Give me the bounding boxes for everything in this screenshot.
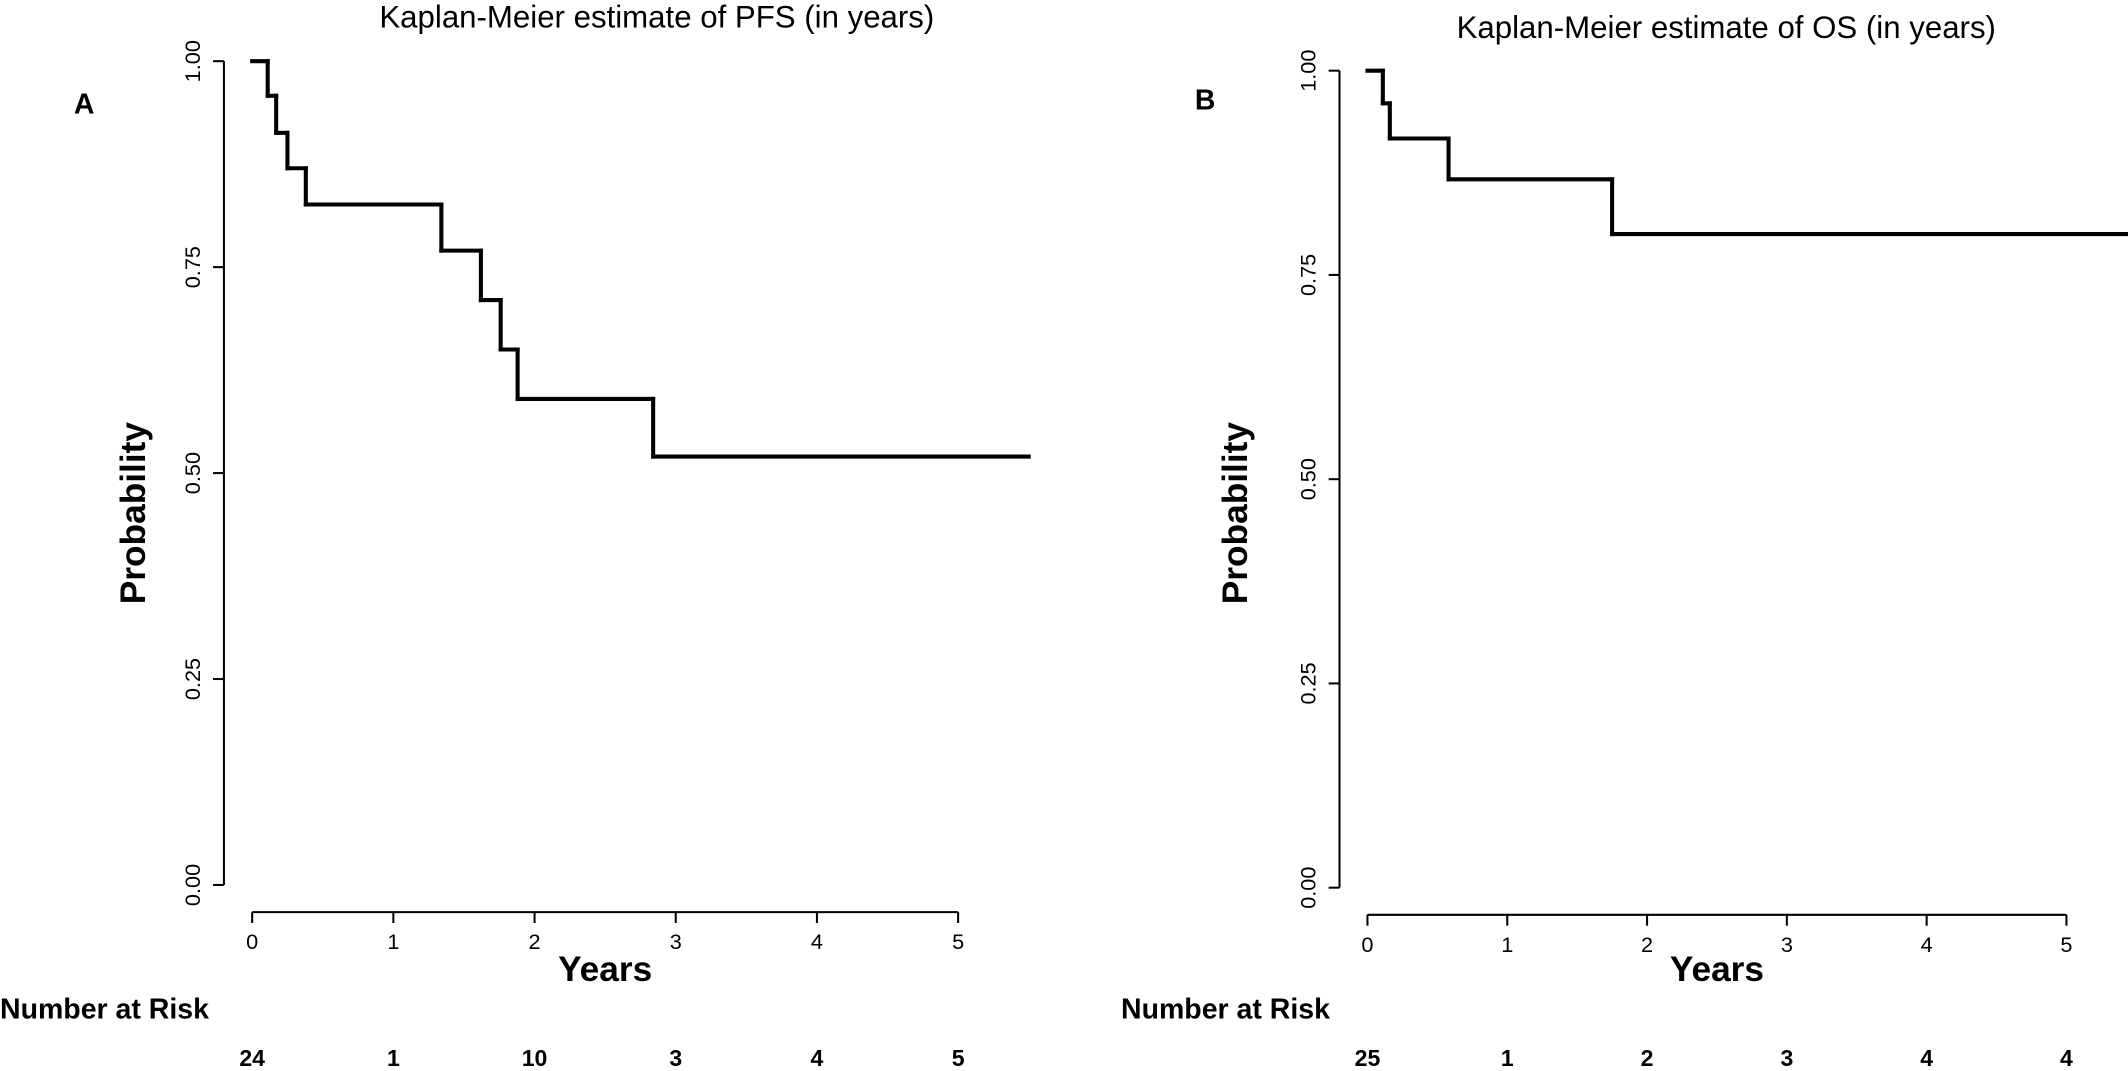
number-at-risk: 3	[1780, 1045, 1793, 1071]
x-tick-label: 5	[2060, 932, 2072, 957]
y-tick-label: 1.00	[180, 40, 205, 82]
y-tick-label: 0.50	[1295, 458, 1320, 500]
x-tick-label: 3	[670, 929, 682, 954]
number-at-risk: 4	[2060, 1045, 2073, 1071]
x-tick-label: 2	[1641, 932, 1653, 957]
number-at-risk: 1	[387, 1045, 400, 1071]
y-tick-label: 0.75	[1295, 254, 1320, 296]
chart-title: Kaplan-Meier estimate of OS (in years)	[1457, 10, 1996, 45]
x-tick-label: 0	[1361, 932, 1373, 957]
x-tick-label: 4	[811, 929, 823, 954]
y-tick-label: 0.00	[1295, 867, 1320, 909]
risk-label: Number at Risk	[0, 994, 209, 1026]
x-axis-label: Years	[1670, 950, 1764, 989]
x-tick-label: 4	[1921, 932, 1933, 957]
number-at-risk: 24	[239, 1045, 265, 1071]
y-tick-label: 0.25	[1295, 662, 1320, 704]
y-axis-label: Probability	[1216, 422, 1255, 605]
number-at-risk: 1	[1501, 1045, 1514, 1071]
y-tick-label: 0.25	[180, 658, 205, 700]
number-at-risk: 3	[669, 1045, 682, 1071]
y-tick-label: 0.50	[180, 452, 205, 494]
number-at-risk: 2	[1641, 1045, 1654, 1071]
y-tick-label: 0.00	[180, 864, 205, 906]
x-tick-label: 1	[387, 929, 399, 954]
x-tick-label: 1	[1501, 932, 1513, 957]
panel-label: B	[1195, 84, 1216, 116]
x-tick-label: 0	[246, 929, 258, 954]
chart-title: Kaplan-Meier estimate of PFS (in years)	[379, 0, 934, 34]
panel-label: A	[74, 88, 95, 120]
y-tick-label: 1.00	[1295, 50, 1320, 92]
y-tick-label: 0.75	[180, 246, 205, 288]
number-at-risk: 25	[1355, 1045, 1381, 1071]
x-axis-label: Years	[558, 950, 652, 989]
x-tick-label: 3	[1781, 932, 1793, 957]
risk-label: Number at Risk	[1121, 994, 1330, 1026]
number-at-risk: 5	[952, 1045, 965, 1071]
number-at-risk: 10	[522, 1045, 548, 1071]
number-at-risk: 4	[811, 1045, 824, 1071]
x-tick-label: 5	[952, 929, 964, 954]
number-at-risk: 4	[1920, 1045, 1933, 1071]
y-axis-label: Probability	[114, 422, 153, 605]
x-tick-label: 2	[529, 929, 541, 954]
